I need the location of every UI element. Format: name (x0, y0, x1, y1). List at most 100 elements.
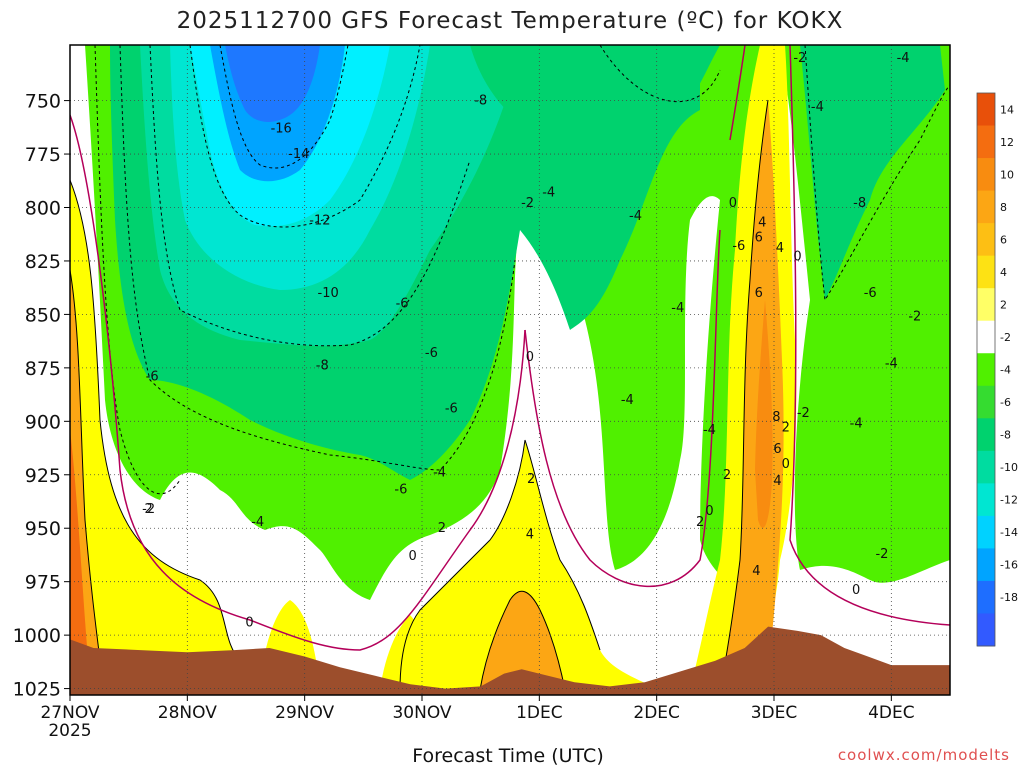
cold-region-right-2 (470, 45, 720, 145)
colorbar-swatch (977, 288, 995, 322)
contour-line (149, 45, 471, 347)
warm-spike-hot (755, 300, 773, 528)
contour-line (479, 590, 566, 691)
grid-lines (70, 45, 950, 695)
contour-label: 8 (772, 410, 780, 425)
warm-tongue-center (400, 440, 660, 690)
contour-label: -6 (146, 369, 159, 384)
contour-label: -2 (142, 502, 155, 517)
warm-contour-lines (70, 99, 769, 691)
x-axis: 27NOV 28NOV 29NOV 30NOV 1DEC 2DEC 3DEC 4DEC 2025 (40, 695, 915, 741)
x-tick-label: 30NOV (392, 703, 451, 723)
colorbar-label: -4 (1000, 364, 1011, 377)
colorbar-swatch (977, 548, 995, 582)
contour-label: 2 (438, 521, 446, 536)
contour-label: -4 (621, 393, 634, 408)
contour-label: -6 (396, 297, 409, 312)
contour-label: -4 (885, 357, 898, 372)
contour-label: 2 (723, 468, 731, 483)
x-year-label: 2025 (48, 721, 91, 741)
contour-label: 0 (782, 457, 790, 472)
terrain-surface (70, 626, 950, 695)
contour-label: -2 (875, 547, 888, 562)
y-tick-label: 950 (25, 518, 61, 540)
colorbar-label: -14 (1000, 526, 1018, 539)
y-tick-label: 1000 (13, 625, 61, 647)
contour-label: 0 (705, 504, 713, 519)
freezing-line (729, 45, 746, 141)
contour-label: 4 (752, 564, 760, 579)
y-tick-label: 1025 (13, 679, 61, 701)
colorbar-label: 4 (1000, 266, 1007, 279)
contour-label: 0 (793, 250, 801, 265)
contour-label: -6 (445, 401, 458, 416)
contour-line (119, 45, 516, 471)
credit-text: coolwx.com/modelts (838, 746, 1010, 764)
y-tick-label: 975 (25, 572, 61, 594)
contour-label: -2 (793, 51, 806, 66)
y-tick-label: 850 (25, 304, 61, 326)
colorbar-swatch (977, 353, 995, 387)
contour-label: 0 (852, 583, 860, 598)
contour-label: -4 (703, 423, 716, 438)
contour-label: 2 (696, 515, 704, 530)
colorbar-swatch (977, 450, 995, 484)
colorbar-label: -18 (1000, 591, 1018, 604)
freezing-line (70, 114, 526, 651)
x-tick-label: 3DEC (751, 703, 798, 723)
contour-label: -16 (271, 121, 292, 136)
contour-label: 2 (782, 421, 790, 436)
y-tick-label: 900 (25, 411, 61, 433)
warm-spike-core (720, 100, 784, 690)
contour-label: 4 (758, 215, 766, 230)
colorbar-label: -10 (1000, 461, 1018, 474)
contour-label: -8 (853, 196, 866, 211)
colorbar-label: -16 (1000, 559, 1018, 572)
contour-label: -6 (425, 346, 438, 361)
contour-label: -4 (671, 301, 684, 316)
plot-area: -16 -14 -12 -10 -8 -8 -6 -6 -6 -6 -6 -6 -8 -4 -4 -4 -4 -4… (70, 45, 950, 695)
warm-core-center (480, 591, 565, 690)
contour-label: -12 (309, 213, 330, 228)
contour-label: -2 (908, 310, 921, 325)
contour-label: -4 (629, 209, 642, 224)
hot-core-left (70, 430, 88, 660)
colorbar-label: 8 (1000, 201, 1007, 214)
contour-label: 4 (526, 528, 534, 543)
x-axis-label: Forecast Time (UTC) (412, 745, 603, 767)
contour-label: 4 (776, 241, 784, 256)
x-tick-label: 1DEC (516, 703, 563, 723)
contour-label: -8 (474, 94, 487, 109)
colorbar-swatch (977, 93, 995, 127)
contour-label: 2 (144, 502, 152, 517)
contour-label: -14 (288, 147, 309, 162)
colorbar-swatch (977, 580, 995, 614)
colorbar-label: 14 (1000, 103, 1014, 116)
colorbar-swatch (977, 223, 995, 257)
freezing-line (524, 229, 721, 587)
colorbar: 14 12 10 8 6 4 2 -2 -4 -6 -8 -10 -12 -14 -16 -18 (976, 92, 1018, 647)
freezing-contour-lines (70, 45, 950, 651)
colorbar-swatch (977, 125, 995, 159)
colorbar-swatch (977, 255, 995, 289)
colorbar-swatch (977, 158, 995, 192)
colorbar-label: 12 (1000, 136, 1014, 149)
freezing-line (789, 45, 950, 626)
y-tick-label: 750 (25, 91, 61, 113)
y-tick-label: 775 (25, 144, 61, 166)
contour-label: 0 (526, 350, 534, 365)
contour-line (70, 269, 101, 661)
contour-label: -2 (521, 196, 534, 211)
colorbar-frame (976, 92, 996, 647)
colorbar-swatch (977, 515, 995, 549)
contour-label: -8 (316, 359, 329, 374)
contour-line (189, 45, 421, 228)
contour-label: 0 (245, 615, 253, 630)
colorbar-label: -2 (1000, 331, 1011, 344)
y-tick-label: 925 (25, 465, 61, 487)
colorbar-swatch (977, 418, 995, 452)
colorbar-label: -12 (1000, 494, 1018, 507)
chart-title: 2025112700 GFS Forecast Temperature (ºC)… (177, 8, 844, 34)
contour-label-layer: -16 -14 -12 -10 -8 -8 -6 -6 -6 -6 -6 -6 -8 -4 -4 -4 -4 -4… (142, 51, 921, 630)
